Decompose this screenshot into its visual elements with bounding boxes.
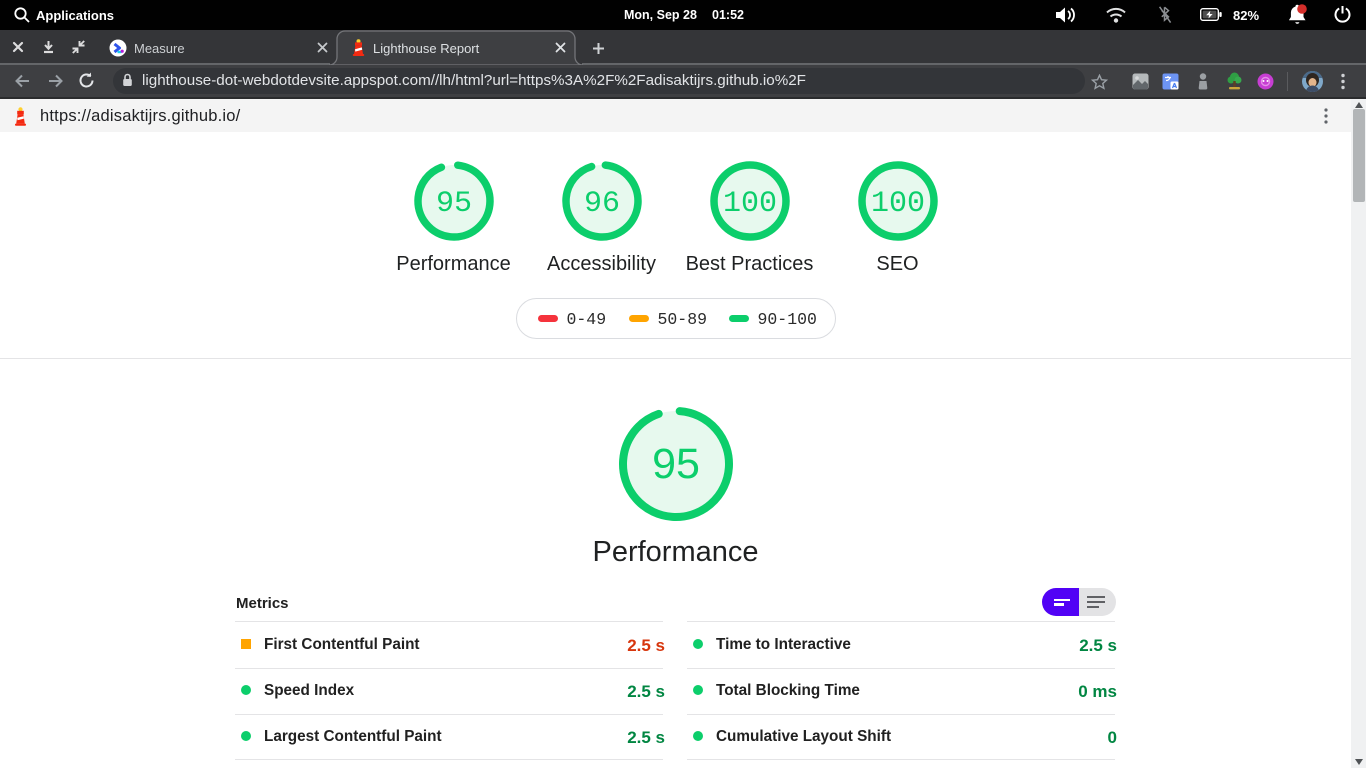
svg-text:96: 96 xyxy=(583,187,619,221)
svg-text:95: 95 xyxy=(652,440,700,488)
svg-text:100: 100 xyxy=(870,187,924,221)
svg-text:100: 100 xyxy=(722,187,776,221)
svg-text:95: 95 xyxy=(435,187,471,221)
